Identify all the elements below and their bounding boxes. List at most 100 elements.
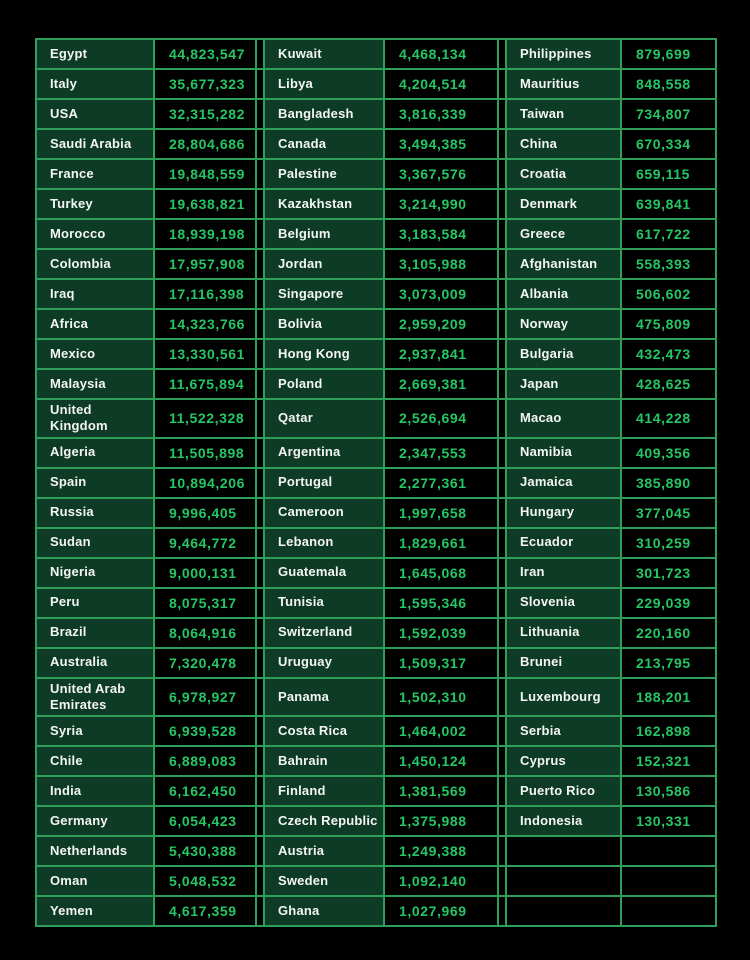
value-cell: [620, 835, 717, 867]
value-cell: 1,464,002: [383, 715, 499, 747]
table-row: Mexico 13,330,561 Hong Kong 2,937,841 Bulgar…: [35, 338, 717, 370]
value-cell: 18,939,198: [153, 218, 257, 250]
column-gap: [255, 715, 265, 747]
country-cell: Netherlands: [35, 835, 155, 867]
country-cell: Ghana: [263, 895, 385, 927]
country-cell: Africa: [35, 308, 155, 340]
column-gap: [255, 865, 265, 897]
column-gap: [255, 308, 265, 340]
column-gap: [497, 556, 507, 589]
country-cell: India: [35, 775, 155, 807]
value-cell: 3,816,339: [383, 98, 499, 130]
table-row: Saudi Arabia 28,804,686 Canada 3,494,385 Chi…: [35, 128, 717, 160]
column-gap: [497, 586, 507, 619]
country-cell: Switzerland: [263, 616, 385, 649]
value-cell: 35,677,323: [153, 68, 257, 100]
country-cell: Denmark: [505, 188, 622, 220]
value-cell: 5,430,388: [153, 835, 257, 867]
value-cell: 1,450,124: [383, 745, 499, 777]
column-gap: [497, 38, 507, 70]
table-row: Egypt 44,823,547 Kuwait 4,468,134 Philippine…: [35, 38, 717, 70]
value-cell: 1,027,969: [383, 895, 499, 927]
country-cell: Norway: [505, 308, 622, 340]
column-gap: [255, 775, 265, 807]
column-gap: [255, 616, 265, 649]
country-cell: Egypt: [35, 38, 155, 70]
value-cell: 17,957,908: [153, 248, 257, 280]
country-cell: Singapore: [263, 278, 385, 310]
country-cell: Cameroon: [263, 496, 385, 529]
country-cell: Turkey: [35, 188, 155, 220]
column-gap: [255, 68, 265, 100]
country-cell: Algeria: [35, 436, 155, 469]
country-cell: Bolivia: [263, 308, 385, 340]
country-cell: Bangladesh: [263, 98, 385, 130]
value-cell: 44,823,547: [153, 38, 257, 70]
country-cell: Malaysia: [35, 368, 155, 400]
value-cell: 617,722: [620, 218, 717, 250]
column-gap: [255, 496, 265, 529]
country-cell: Brunei: [505, 646, 622, 679]
table-row: Nigeria 9,000,131 Guatemala 1,645,068 Iran 30…: [35, 556, 717, 589]
value-cell: 4,468,134: [383, 38, 499, 70]
country-cell: Jordan: [263, 248, 385, 280]
value-cell: 152,321: [620, 745, 717, 777]
column-gap: [255, 338, 265, 370]
country-cell: Morocco: [35, 218, 155, 250]
column-gap: [255, 278, 265, 310]
country-cell: Greece: [505, 218, 622, 250]
country-cell: Peru: [35, 586, 155, 619]
value-cell: 229,039: [620, 586, 717, 619]
value-cell: 310,259: [620, 526, 717, 559]
value-cell: 4,204,514: [383, 68, 499, 100]
value-cell: 13,330,561: [153, 338, 257, 370]
column-gap: [497, 895, 507, 927]
table-row: Oman 5,048,532 Sweden 1,092,140: [35, 865, 717, 897]
value-cell: 7,320,478: [153, 646, 257, 679]
value-cell: 848,558: [620, 68, 717, 100]
column-gap: [497, 248, 507, 280]
value-cell: 377,045: [620, 496, 717, 529]
country-cell: United Arab Emirates: [35, 676, 155, 717]
country-cell: Slovenia: [505, 586, 622, 619]
value-cell: [620, 865, 717, 897]
value-cell: 879,699: [620, 38, 717, 70]
country-cell: Oman: [35, 865, 155, 897]
value-cell: 8,064,916: [153, 616, 257, 649]
country-cell: Spain: [35, 466, 155, 499]
value-cell: 11,522,328: [153, 398, 257, 439]
value-cell: 3,367,576: [383, 158, 499, 190]
column-gap: [255, 895, 265, 927]
column-gap: [497, 218, 507, 250]
value-cell: 2,959,209: [383, 308, 499, 340]
table-row: Peru 8,075,317 Tunisia 1,595,346 Slovenia 229…: [35, 586, 717, 619]
country-cell: Sudan: [35, 526, 155, 559]
column-gap: [255, 835, 265, 867]
value-cell: 734,807: [620, 98, 717, 130]
country-cell: Jamaica: [505, 466, 622, 499]
country-cell: Poland: [263, 368, 385, 400]
column-gap: [497, 368, 507, 400]
value-cell: 8,075,317: [153, 586, 257, 619]
value-cell: 188,201: [620, 676, 717, 717]
value-cell: 639,841: [620, 188, 717, 220]
table-row: Chile 6,889,083 Bahrain 1,450,124 Cyprus 152,…: [35, 745, 717, 777]
table-row: USA 32,315,282 Bangladesh 3,816,339 Taiwan 73…: [35, 98, 717, 130]
column-gap: [497, 128, 507, 160]
country-cell: Sweden: [263, 865, 385, 897]
country-cell: Palestine: [263, 158, 385, 190]
value-cell: 10,894,206: [153, 466, 257, 499]
table-row: Netherlands 5,430,388 Austria 1,249,388: [35, 835, 717, 867]
value-cell: 3,494,385: [383, 128, 499, 160]
column-gap: [255, 128, 265, 160]
value-cell: 2,937,841: [383, 338, 499, 370]
value-cell: 28,804,686: [153, 128, 257, 160]
value-cell: 2,526,694: [383, 398, 499, 439]
column-gap: [255, 398, 265, 439]
country-cell: Libya: [263, 68, 385, 100]
value-cell: 3,073,009: [383, 278, 499, 310]
country-cell: Bulgaria: [505, 338, 622, 370]
country-cell: Portugal: [263, 466, 385, 499]
column-gap: [255, 586, 265, 619]
table-row: France 19,848,559 Palestine 3,367,576 Croati…: [35, 158, 717, 190]
